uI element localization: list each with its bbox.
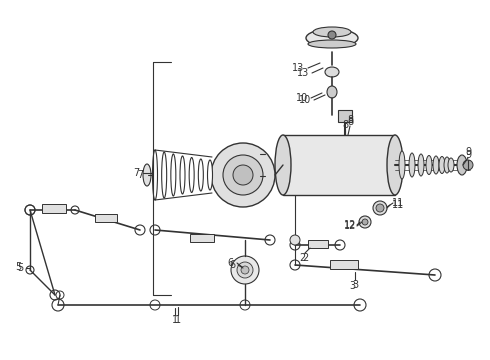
Text: 10: 10 (296, 93, 308, 103)
Ellipse shape (207, 160, 213, 190)
Text: 2: 2 (302, 253, 308, 263)
Bar (190, 234, 214, 242)
Ellipse shape (433, 156, 439, 174)
Text: 8: 8 (347, 115, 353, 125)
Text: 3: 3 (352, 280, 358, 290)
Ellipse shape (189, 158, 194, 193)
Text: 7: 7 (137, 170, 143, 180)
Ellipse shape (152, 150, 157, 200)
Circle shape (233, 165, 253, 185)
Ellipse shape (275, 135, 291, 195)
Text: 1: 1 (175, 315, 181, 325)
Text: 6: 6 (229, 260, 235, 270)
Circle shape (237, 262, 253, 278)
Circle shape (328, 31, 336, 39)
Circle shape (223, 155, 263, 195)
Text: 5: 5 (17, 263, 23, 273)
Text: 8: 8 (347, 117, 353, 127)
Text: 5: 5 (15, 262, 21, 272)
Text: 12: 12 (344, 221, 356, 231)
Text: 7: 7 (133, 168, 139, 178)
Ellipse shape (143, 164, 151, 186)
Text: 9: 9 (465, 150, 471, 160)
Text: 13: 13 (297, 68, 309, 78)
Text: 3: 3 (349, 281, 355, 291)
Text: 13: 13 (292, 63, 304, 73)
Ellipse shape (387, 135, 403, 195)
Ellipse shape (439, 157, 445, 174)
Circle shape (362, 219, 368, 225)
Ellipse shape (399, 151, 405, 179)
Ellipse shape (418, 154, 424, 176)
Ellipse shape (306, 29, 358, 47)
Ellipse shape (198, 159, 203, 191)
Ellipse shape (162, 152, 167, 198)
Ellipse shape (327, 86, 337, 98)
Text: 11: 11 (392, 198, 404, 208)
Ellipse shape (171, 154, 176, 196)
Bar (95, 214, 117, 222)
Text: 8: 8 (342, 120, 348, 130)
Bar (338, 110, 352, 122)
Text: 2: 2 (299, 253, 305, 263)
Circle shape (373, 201, 387, 215)
Circle shape (231, 256, 259, 284)
Bar (330, 260, 358, 269)
Bar (42, 204, 66, 213)
Text: 11: 11 (392, 200, 404, 210)
Ellipse shape (180, 156, 185, 194)
Circle shape (463, 160, 473, 170)
Circle shape (211, 143, 275, 207)
Circle shape (359, 216, 371, 228)
Text: 6: 6 (227, 258, 233, 268)
Ellipse shape (448, 158, 454, 172)
Bar (283, 135, 395, 195)
Ellipse shape (325, 67, 339, 77)
Ellipse shape (313, 27, 351, 37)
Circle shape (376, 204, 384, 212)
Text: 1: 1 (172, 315, 178, 325)
Ellipse shape (308, 40, 356, 48)
Text: 9: 9 (465, 147, 471, 157)
Ellipse shape (409, 153, 415, 177)
Text: 12: 12 (344, 220, 356, 230)
Circle shape (290, 235, 300, 245)
Ellipse shape (426, 156, 432, 175)
Ellipse shape (457, 155, 467, 175)
Bar (308, 240, 328, 248)
Ellipse shape (444, 157, 450, 173)
Text: 10: 10 (299, 95, 311, 105)
Circle shape (241, 266, 249, 274)
